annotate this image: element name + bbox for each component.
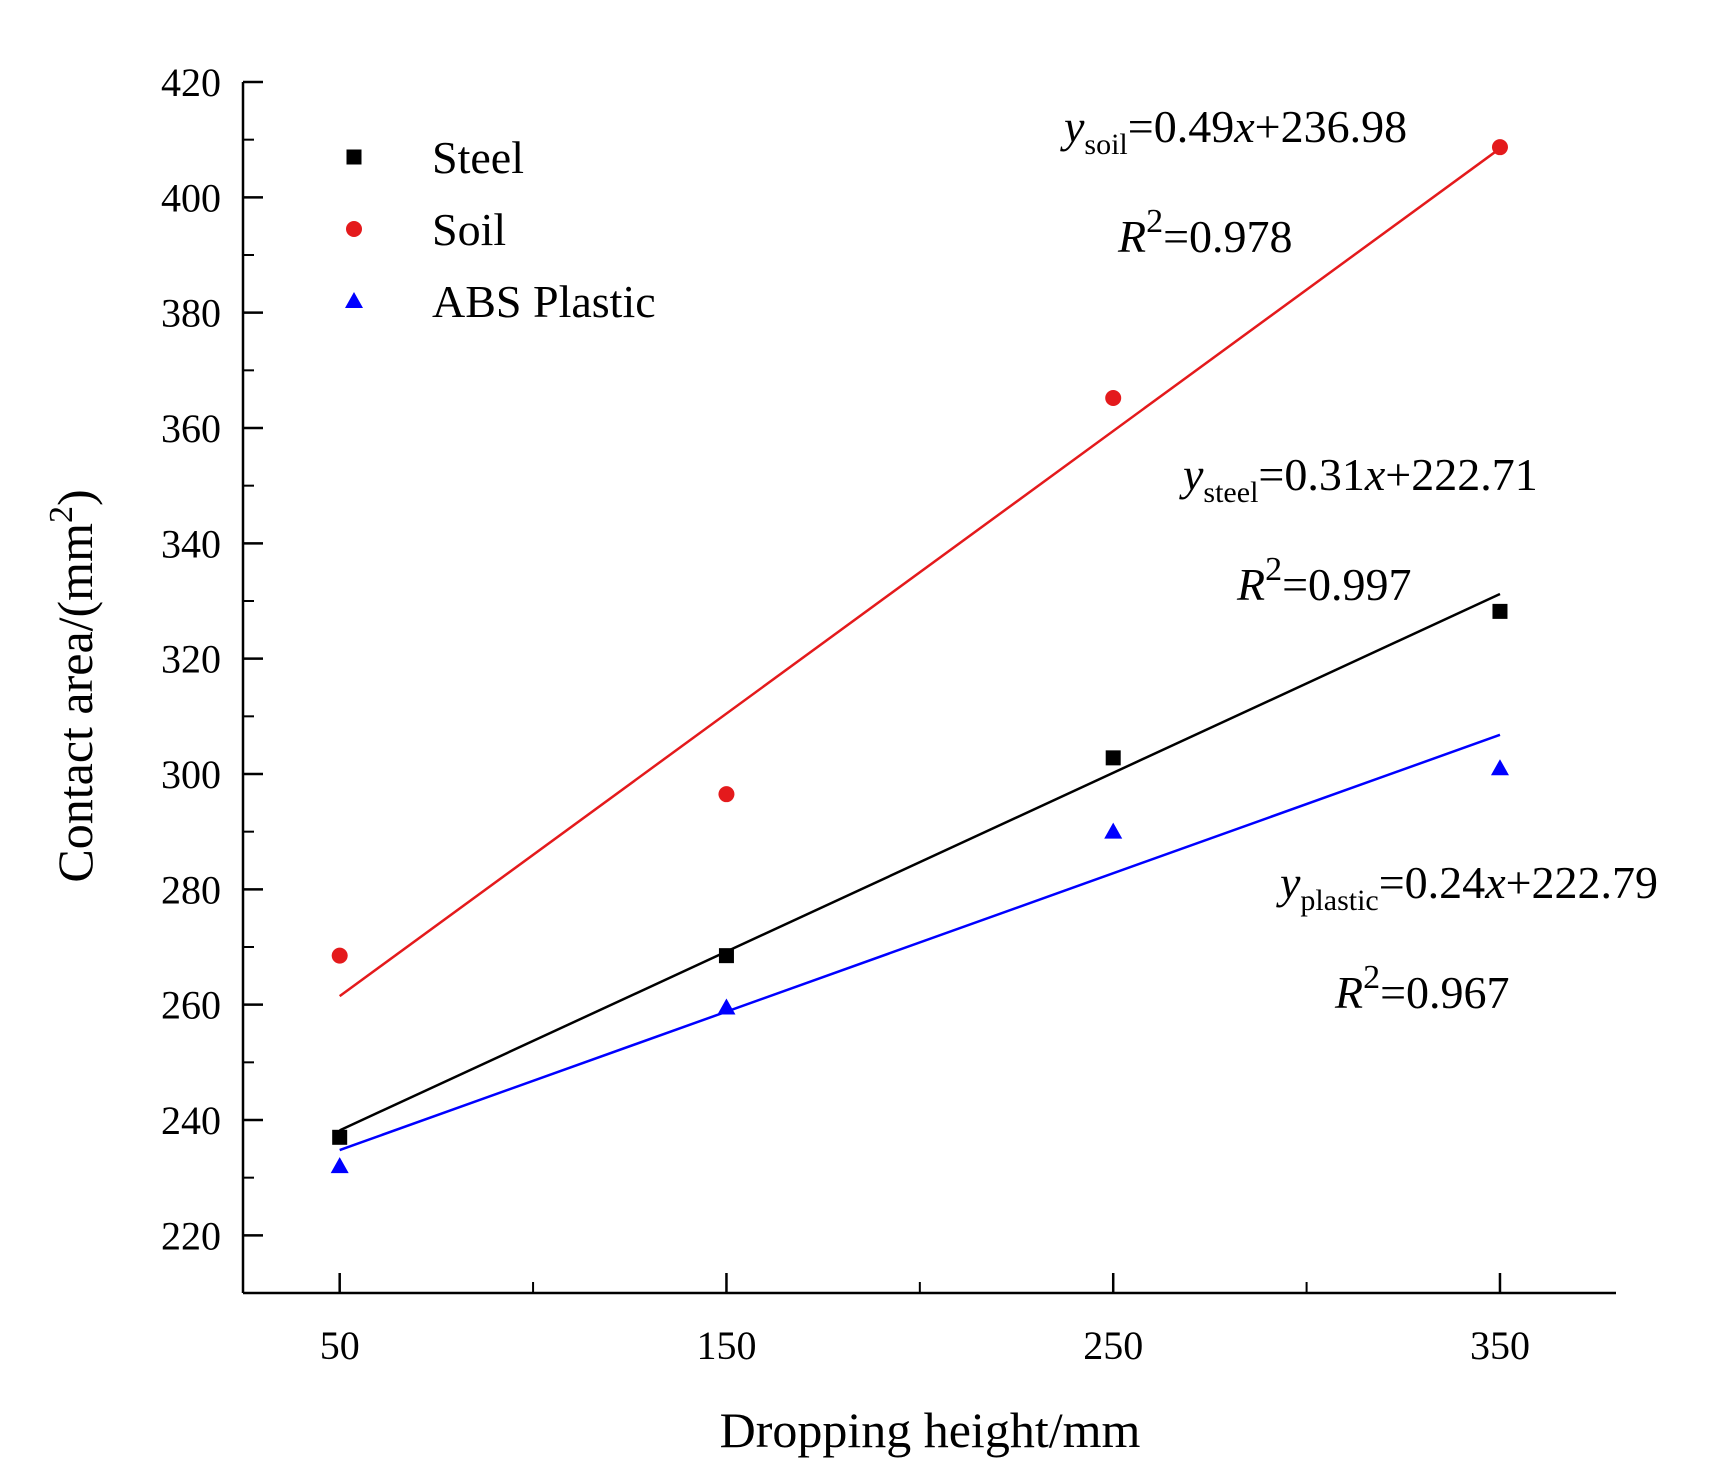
y-tick-label: 240 [161, 1098, 221, 1143]
data-point-soil [331, 947, 348, 964]
r-squared-sup: 2 [1363, 959, 1380, 996]
equation-y: y [1276, 857, 1301, 908]
fit-line-steel [339, 592, 1501, 1132]
legend-label-soil: Soil [432, 204, 506, 255]
legend-marker-steel [346, 149, 362, 165]
data-point-steel [1105, 750, 1121, 766]
y-tick-label: 360 [161, 406, 221, 451]
fit-lines [338, 147, 1501, 1152]
legend: Steel Soil ABS Plastic [345, 132, 656, 327]
r-squared-value: =0.967 [1380, 967, 1509, 1018]
equation-intercept: +236.98 [1255, 101, 1407, 152]
r-squared-value: =0.978 [1163, 211, 1292, 262]
equation-soil: ysoil=0.49x+236.98 [1060, 101, 1407, 161]
r-squared-sup: 2 [1146, 203, 1163, 240]
data-markers [330, 139, 1509, 1174]
equation-coefficient: =0.49 [1128, 101, 1234, 152]
data-point-abs-plastic [717, 998, 736, 1015]
equation-steel: ysteel=0.31x+222.71 [1179, 449, 1538, 509]
data-point-steel [1492, 603, 1508, 619]
equation-intercept: +222.79 [1506, 857, 1658, 908]
r-squared-soil: R2=0.978 [1117, 203, 1293, 262]
y-tick-label: 300 [161, 752, 221, 797]
y-tick-label: 280 [161, 867, 221, 912]
legend-marker-abs-plastic [345, 292, 363, 308]
y-axis-title-close: ) [47, 489, 103, 506]
r-squared-r: R [1117, 211, 1146, 262]
r-squared-steel: R2=0.997 [1236, 551, 1412, 610]
equation-intercept: +222.71 [1385, 449, 1537, 500]
y-tick-label: 380 [161, 291, 221, 336]
x-tick-label: 250 [1083, 1323, 1143, 1368]
equation-subscript: steel [1203, 476, 1258, 509]
r-squared-r: R [1236, 559, 1265, 610]
y-axis-title: Contact area/(mm2) [43, 489, 103, 882]
r-squared-r: R [1334, 967, 1363, 1018]
equation-coefficient: =0.24 [1379, 857, 1485, 908]
data-point-soil [1491, 139, 1508, 156]
data-point-abs-plastic [1104, 822, 1123, 839]
data-point-steel [718, 948, 734, 964]
data-point-steel [332, 1129, 348, 1145]
x-tick-label: 150 [696, 1323, 756, 1368]
r-squared-abs-plastic: R2=0.967 [1334, 959, 1510, 1018]
equation-x: x [1484, 857, 1506, 908]
y-tick-label: 320 [161, 637, 221, 682]
legend-label-steel: Steel [432, 132, 524, 183]
equation-y: y [1179, 449, 1204, 500]
equation-subscript: soil [1084, 128, 1127, 161]
equation-x: x [1233, 101, 1255, 152]
data-point-abs-plastic [1490, 759, 1509, 776]
y-tick-label: 420 [161, 60, 221, 105]
fit-line-abs-plastic [339, 733, 1501, 1152]
equation-coefficient: =0.31 [1258, 449, 1364, 500]
axes: 220 240 260 280 300 320 340 360 380 400 420 50 150 25… [161, 60, 1616, 1368]
y-tick-label: 220 [161, 1213, 221, 1258]
equation-subscript: plastic [1300, 884, 1378, 917]
legend-marker-soil [346, 221, 362, 237]
equation-y: y [1060, 101, 1085, 152]
data-point-abs-plastic [330, 1157, 349, 1174]
data-point-soil [1105, 390, 1122, 407]
x-tick-label: 50 [320, 1323, 360, 1368]
legend-label-abs-plastic: ABS Plastic [432, 276, 656, 327]
equation-abs-plastic: yplastic=0.24x+222.79 [1276, 857, 1658, 917]
y-tick-label: 400 [161, 175, 221, 220]
fit-line-soil [338, 147, 1501, 998]
y-axis-title-sup: 2 [43, 506, 80, 523]
r-squared-value: =0.997 [1282, 559, 1411, 610]
data-point-soil [718, 786, 735, 803]
svg-text:Contact area/(mm2): Contact area/(mm2) [43, 489, 103, 882]
y-tick-label: 260 [161, 983, 221, 1028]
equation-x: x [1364, 449, 1386, 500]
x-tick-label: 350 [1470, 1323, 1530, 1368]
x-axis-title: Dropping height/mm [720, 1402, 1141, 1458]
equation-annotations: ysteel=0.31x+222.71R2=0.997ysoil=0.49x+2… [1060, 101, 1658, 1018]
r-squared-sup: 2 [1265, 551, 1282, 588]
y-tick-label: 340 [161, 521, 221, 566]
y-axis-title-main: Contact area/(mm [47, 523, 103, 883]
